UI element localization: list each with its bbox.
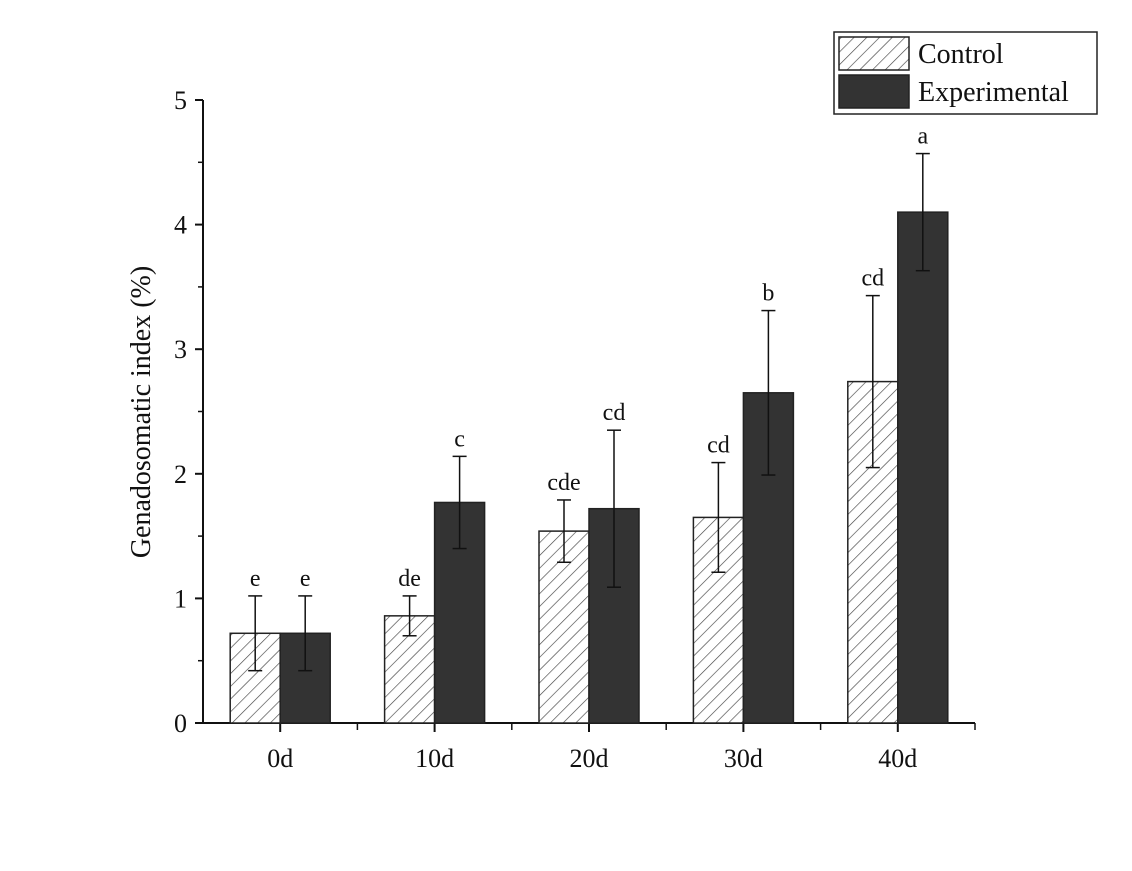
legend-label-experimental: Experimental — [918, 77, 1069, 108]
y-tick-label: 5 — [174, 86, 187, 115]
axes: 0 1 2 3 4 5 0d 10d 20d 30d 40d — [174, 86, 976, 773]
x-tick-label: 30d — [724, 744, 763, 773]
significance-label: b — [762, 281, 774, 307]
significance-label: e — [250, 566, 261, 592]
legend-swatch-experimental — [838, 74, 910, 109]
y-tick-label: 3 — [174, 335, 187, 364]
significance-label: cd — [603, 400, 626, 426]
x-tick-label: 10d — [415, 744, 454, 773]
error-bars — [248, 152, 930, 672]
significance-label: cde — [547, 470, 580, 496]
significance-label: cd — [707, 433, 730, 459]
legend: Control Experimental — [833, 31, 1098, 115]
experimental-bar — [897, 211, 949, 724]
y-tick-label: 2 — [174, 460, 187, 489]
y-tick-label: 0 — [174, 709, 187, 738]
bars — [229, 211, 949, 724]
y-axis-title: Genadosomatic index (%) — [126, 266, 157, 558]
significance-label: c — [454, 426, 465, 452]
y-tick-label: 4 — [174, 211, 187, 240]
significance-label: cd — [861, 266, 884, 292]
x-tick-label: 20d — [570, 744, 609, 773]
x-tick-label: 0d — [267, 744, 293, 773]
legend-label-control: Control — [918, 39, 1004, 70]
significance-label: a — [917, 124, 928, 150]
significance-label: de — [398, 566, 421, 592]
y-tick-label: 1 — [174, 584, 187, 613]
x-tick-label: 40d — [878, 744, 917, 773]
significance-label: e — [300, 566, 311, 592]
legend-swatch-control — [838, 36, 910, 71]
